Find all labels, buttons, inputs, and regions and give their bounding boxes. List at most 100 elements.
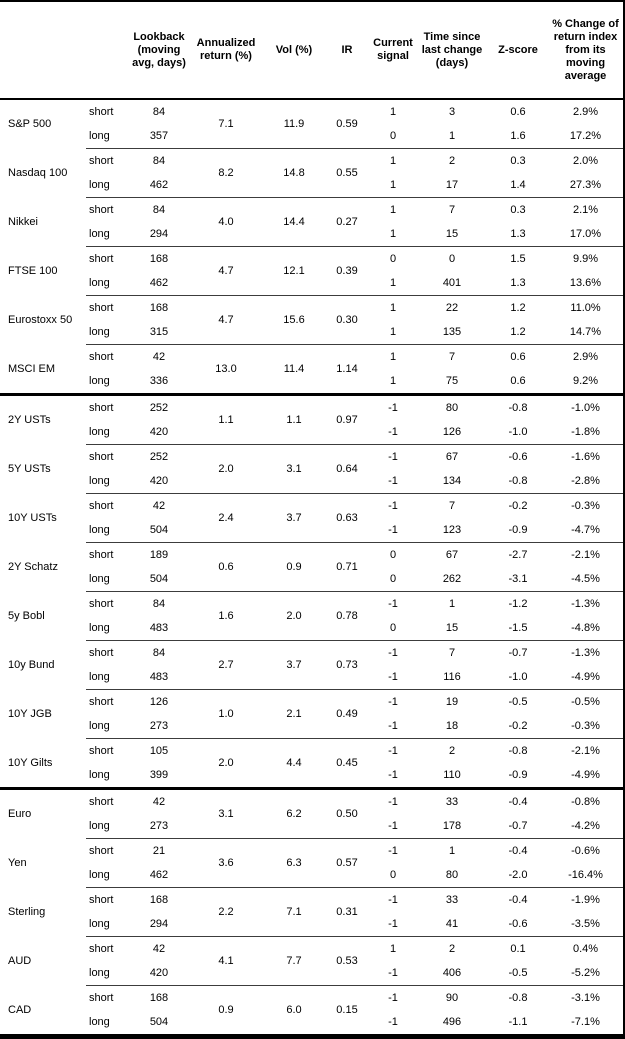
lookback-value: 420 [149,426,169,438]
lookback-value: 126 [130,689,188,714]
lookback-value: 84 [130,197,188,222]
ir-value: 0.30 [324,295,370,345]
pct-change-value: -7.1% [571,1016,600,1028]
lookback-value: 21 [130,838,188,863]
pct-change-value: -0.6% [548,838,625,863]
asset-row-long: long 504 0 262 -3.1 -4.5% [0,567,625,592]
asset-row-long: long 462 1 401 1.3 13.6% [0,271,625,296]
ir-value: 0.49 [324,689,370,739]
horizon-label-long: long [89,524,110,536]
z-score-value: -0.9 [508,769,528,781]
horizon-label-short: short [86,246,130,271]
z-score-value: -1.1 [508,1016,528,1028]
asset-row-short: CAD short 168 0.9 6.0 0.15 -1 90 -0.8 -3.1% [0,985,625,1037]
time-since-value: 135 [442,326,462,338]
header-time-since: Time since last change (days) [416,1,488,100]
pct-change-value: -3.5% [571,918,600,930]
z-score-value: 1.3 [510,277,526,289]
lookback-value: 84 [130,148,188,173]
lookback-value: 252 [130,444,188,469]
current-signal-value: -1 [370,738,416,763]
vol-value: 2.1 [264,689,324,739]
z-score-value: -1.5 [508,622,528,634]
pct-change-value: -4.5% [571,573,600,585]
lookback-value: 462 [149,179,169,191]
annualized-return-value: 7.1 [218,118,234,130]
pct-change-value: 17.2% [569,130,602,142]
z-score-value: -0.7 [488,640,548,665]
horizon-label-long: long [89,671,110,683]
z-score-value: -0.4 [488,838,548,863]
z-score-value: 0.3 [488,148,548,173]
asset-row-short: FTSE 100 short 168 4.7 12.1 0.39 0 0 1.5 9.9% [0,246,625,296]
ir-value: 0.78 [324,591,370,641]
annualized-return-value: 4.7 [188,295,264,345]
z-score-value: -0.8 [488,985,548,1010]
asset-row-long: long 420 -1 126 -1.0 -1.8% [0,420,625,445]
z-score-value: 1.6 [510,130,526,142]
asset-row-long: long 420 -1 406 -0.5 -5.2% [0,961,625,986]
time-since-value: 7 [416,493,488,518]
z-score-value: -0.2 [508,720,528,732]
pct-change-value: 17.0% [569,228,602,240]
z-score-value: -0.5 [508,967,528,979]
time-since-value: 75 [445,375,459,387]
pct-change-value: 2.9% [548,344,625,369]
horizon-label-short: short [86,591,130,616]
asset-name: S&P 500 [8,118,52,131]
horizon-label-short: short [86,197,130,222]
current-signal-value: 1 [370,197,416,222]
annualized-return-value: 13.0 [188,344,264,395]
lookback-value: 168 [130,295,188,320]
ir-value: 0.63 [324,493,370,543]
time-since-value: 178 [442,820,462,832]
current-signal-value: -1 [388,671,398,683]
current-signal-value: 0 [389,573,397,585]
asset-row-long: long 273 -1 18 -0.2 -0.3% [0,714,625,739]
asset-row-long: long 273 -1 178 -0.7 -4.2% [0,814,625,839]
ir-value: 0.59 [336,118,358,130]
vol-value: 11.9 [283,118,305,130]
vol-value: 4.4 [264,738,324,789]
pct-change-value: -3.1% [548,985,625,1010]
annualized-return-value: 8.2 [188,148,264,198]
lookback-value: 42 [130,787,188,814]
pct-change-value: -1.3% [548,591,625,616]
asset-name: Yen [8,857,27,869]
time-since-value: 406 [442,967,462,979]
z-score-value: 0.6 [488,344,548,369]
pct-change-value: -0.3% [548,493,625,518]
time-since-value: 2 [416,936,488,961]
asset-name: MSCI EM [8,362,56,375]
pct-change-value: 2.9% [572,106,599,118]
horizon-label-long: long [89,573,110,585]
pct-change-value: 2.1% [548,197,625,222]
vol-value: 3.1 [264,444,324,494]
time-since-value: 123 [442,524,462,536]
current-signal-value: 0 [370,542,416,567]
asset-name: 10y Bund [8,659,55,671]
current-signal-value: 0 [389,130,397,142]
z-score-value: 1.4 [510,179,526,191]
lookback-value: 462 [149,869,169,881]
pct-change-value: 0.4% [548,936,625,961]
asset-name: Euro [0,787,86,839]
current-signal-value: 0 [389,622,397,634]
header-vol: Vol (%) [264,1,324,100]
pct-change-value: 13.6% [569,277,602,289]
current-signal-value: -1 [388,524,398,536]
asset-row-short: 2Y Schatz short 189 0.6 0.9 0.71 0 67 -2.7 -2.1% [0,542,625,592]
z-score-value: -3.1 [508,573,528,585]
annualized-return-value: 3.6 [188,838,264,888]
vol-value: 3.7 [264,493,324,543]
pct-change-value: -4.9% [571,769,600,781]
horizon-label-short: short [86,985,130,1010]
lookback-value: 462 [149,277,169,289]
annualized-return-value: 2.0 [188,444,264,494]
current-signal-value: 0 [389,869,397,881]
asset-row-long: long 336 1 75 0.6 9.2% [0,369,625,395]
time-since-value: 262 [442,573,462,585]
asset-name: 2Y USTs [0,393,86,445]
asset-name: CAD [8,1003,32,1016]
horizon-label-short: short [89,106,114,118]
